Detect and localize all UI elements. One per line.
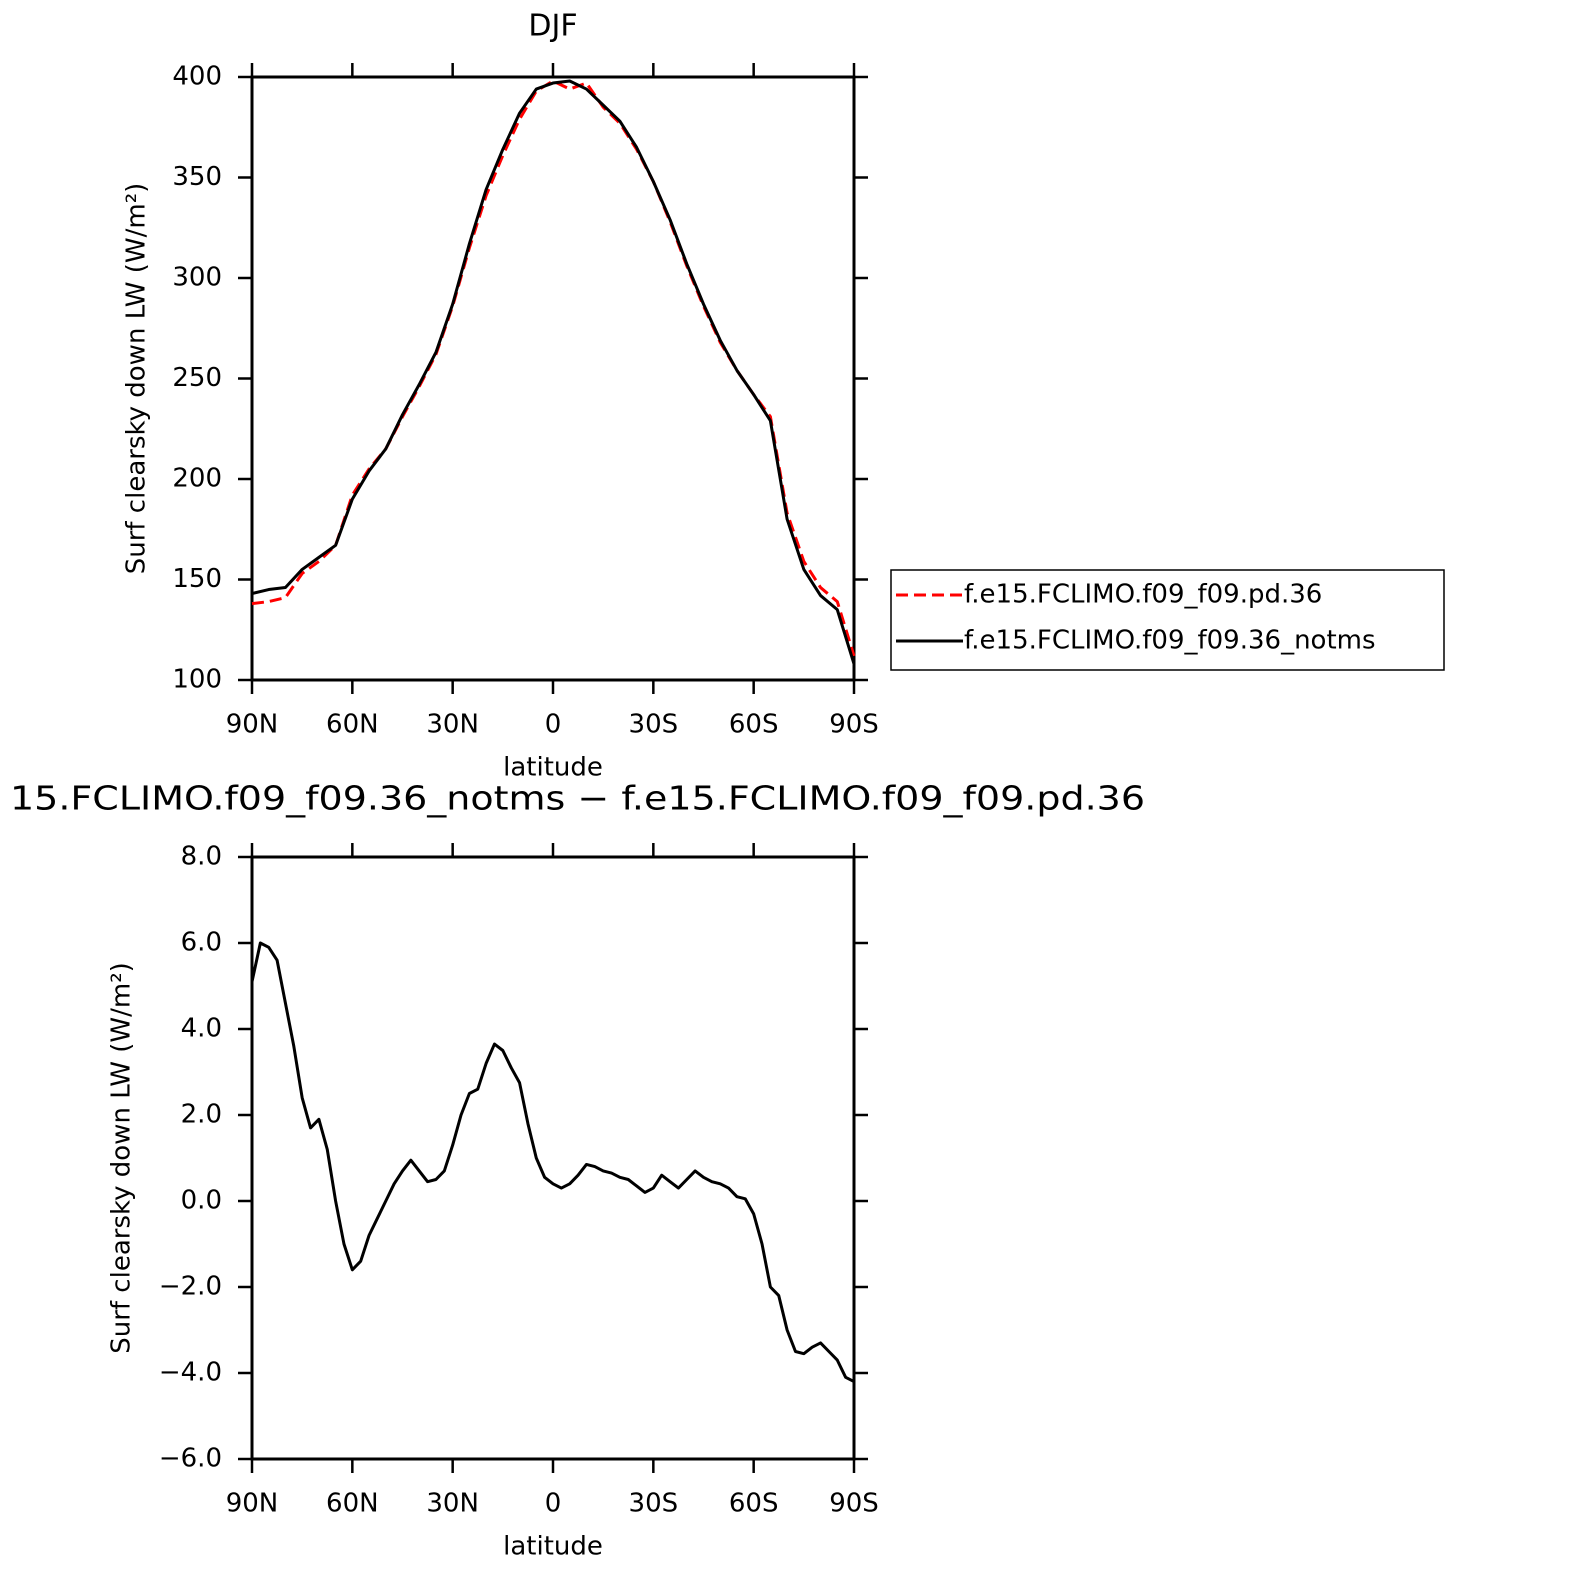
x-axis-label: latitude [503, 1532, 603, 1562]
data-line [251, 79, 856, 665]
y-tick-label: 8.0 [181, 842, 222, 872]
x-tick-label: 0 [545, 1489, 562, 1519]
y-tick-label: 400 [172, 62, 222, 92]
y-tick-label: 300 [172, 263, 222, 293]
plot-frame [250, 75, 856, 682]
x-tick-label: 90S [829, 1489, 879, 1519]
data-line [250, 941, 855, 1383]
chart-title: 15.FCLIMO.f09_f09.36_notms − f.e15.FCLIM… [10, 779, 1145, 818]
chart-title: DJF [528, 9, 577, 44]
x-tick-label: 60N [326, 710, 379, 740]
y-tick-label: −6.0 [159, 1444, 222, 1474]
x-tick-label: 30N [426, 710, 479, 740]
plot-frame [250, 855, 856, 1461]
y-tick-label: 350 [172, 162, 222, 192]
x-tick-label: 60S [729, 1489, 779, 1519]
x-tick-label: 30S [629, 710, 679, 740]
y-tick-label: −2.0 [159, 1272, 222, 1302]
y-tick-label: 200 [172, 464, 222, 494]
y-axis-label: Surf clearsky down LW (W/m²) [122, 183, 152, 575]
y-tick-label: −4.0 [159, 1358, 222, 1388]
y-tick-label: 4.0 [181, 1014, 222, 1044]
data-line [251, 79, 856, 657]
x-tick-label: 90S [829, 710, 879, 740]
legend-box [890, 569, 1445, 671]
y-tick-label: 150 [172, 564, 222, 594]
x-tick-label: 90N [226, 1489, 279, 1519]
x-tick-label: 30N [426, 1489, 479, 1519]
legend-label: f.e15.FCLIMO.f09_f09.36_notms [964, 626, 1376, 656]
y-axis-label: Surf clearsky down LW (W/m²) [107, 962, 137, 1354]
y-tick-label: 250 [172, 363, 222, 393]
x-tick-label: 30S [629, 1489, 679, 1519]
x-tick-label: 90N [226, 710, 279, 740]
y-tick-label: 2.0 [181, 1100, 222, 1130]
x-tick-label: 60S [729, 710, 779, 740]
y-tick-label: 0.0 [181, 1186, 222, 1216]
x-tick-label: 60N [326, 1489, 379, 1519]
x-tick-label: 0 [545, 710, 562, 740]
y-tick-label: 100 [172, 665, 222, 695]
y-tick-label: 6.0 [181, 928, 222, 958]
legend-label: f.e15.FCLIMO.f09_f09.pd.36 [964, 580, 1322, 610]
x-axis-label: latitude [503, 753, 603, 783]
